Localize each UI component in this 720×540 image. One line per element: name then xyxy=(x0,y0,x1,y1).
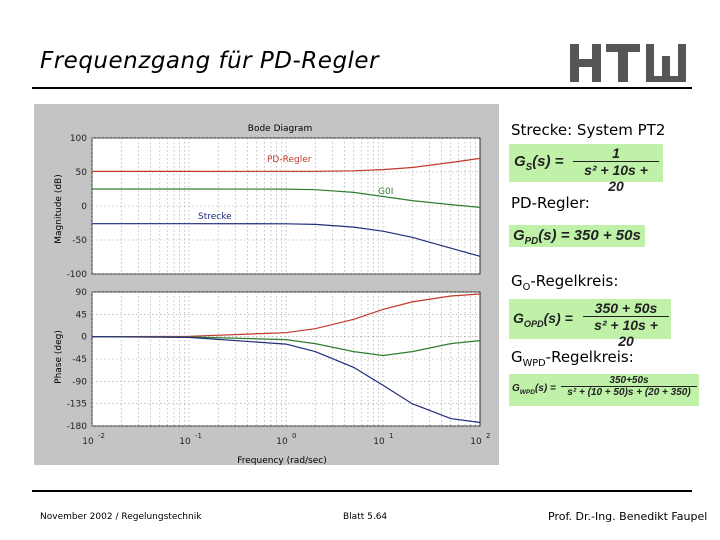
gpd-formula: GPD(s) = 350 + 50s xyxy=(509,225,645,247)
x-tick-exponent: -1 xyxy=(195,432,202,440)
phase-tick-label: 45 xyxy=(76,310,87,320)
footer-rule xyxy=(32,490,692,492)
gw-sub: WPD xyxy=(519,389,535,396)
strecke-annotation: Strecke xyxy=(198,212,232,222)
x-tick-exponent: 0 xyxy=(292,432,296,440)
gpd-sub: PD xyxy=(524,236,539,247)
phase-series-g0i xyxy=(91,336,481,357)
x-axis-label: Frequency (rad/sec) xyxy=(237,456,327,465)
mag-tick-label: 50 xyxy=(76,168,88,178)
gw-arg: (s) = xyxy=(534,383,556,394)
x-tick-exponent: 2 xyxy=(486,432,490,440)
phase-series-strecke xyxy=(91,336,481,424)
go-sub: OPD xyxy=(523,318,544,329)
gpd-lhs: G xyxy=(513,227,525,244)
mag-tick-label: 0 xyxy=(81,202,87,212)
x-tick-exponent: 1 xyxy=(389,432,393,440)
phase-series-pd-regler xyxy=(91,293,481,338)
gw-numerator: 350+50s xyxy=(561,375,697,387)
footer-left: November 2002 / Regelungstechnik xyxy=(40,512,202,522)
header-rule xyxy=(32,87,692,89)
phase-tick-label: -135 xyxy=(67,400,87,410)
footer-center: Blatt 5.64 xyxy=(343,512,388,522)
go-regelkreis-title: GO-Regelkreis: xyxy=(511,272,618,293)
go-numerator: 350 + 50s xyxy=(583,300,669,317)
gw-title-rest: -Regelkreis: xyxy=(545,348,634,366)
phase-tick-label: -90 xyxy=(72,377,87,387)
gs-sub: S xyxy=(525,162,533,173)
gw-title-sub: WPD xyxy=(522,358,546,369)
gs-lhs: G xyxy=(514,153,526,170)
mag-series-strecke xyxy=(92,223,481,257)
phase-tick-label: 0 xyxy=(81,333,87,343)
strecke-title: Strecke: System PT2 xyxy=(511,121,666,139)
bode-title: Bode Diagram xyxy=(248,124,312,134)
x-tick-label: 10 xyxy=(82,437,94,447)
x-tick-label: 10 xyxy=(373,437,385,447)
footer-right: Prof. Dr.-Ing. Benedikt Faupel xyxy=(548,510,708,523)
go-lhs: G xyxy=(513,310,524,326)
go-title-main: G xyxy=(511,272,523,290)
gpd-rhs: (s) = 350 + 50s xyxy=(538,227,641,244)
gs-arg: (s) = xyxy=(532,153,564,170)
x-tick-label: 10 xyxy=(276,437,288,447)
x-tick-label: 10 xyxy=(179,437,191,447)
bode-plot: Bode Diagram Magnitude (dB) Phase (deg) … xyxy=(54,124,490,465)
htw-logo xyxy=(570,42,692,88)
gs-numerator: 1 xyxy=(573,145,659,162)
mag-series-g0i xyxy=(92,188,481,208)
pd-regler-title: PD-Regler: xyxy=(511,194,590,212)
gs-formula: GS(s) = 1 s² + 10s + 20 xyxy=(509,144,663,194)
go-title-sub: O xyxy=(522,282,531,293)
phase-ylabel: Phase (deg) xyxy=(54,330,64,384)
mag-tick-label: -50 xyxy=(72,236,87,246)
g0i-annotation: G0I xyxy=(378,187,393,197)
mag-series-pd-regler xyxy=(92,157,481,173)
mag-tick-label: 100 xyxy=(70,134,87,144)
go-title-rest: -Regelkreis: xyxy=(530,272,619,290)
phase-tick-label: 90 xyxy=(76,288,88,298)
phase-tick-label: -45 xyxy=(72,355,87,365)
go-arg: (s) = xyxy=(543,310,573,326)
mag-tick-label: -100 xyxy=(67,270,88,280)
mag-ylabel: Magnitude (dB) xyxy=(54,174,64,243)
x-tick-exponent: -2 xyxy=(98,432,105,440)
go-denominator: s² + 10s + 20 xyxy=(594,317,658,349)
gw-lhs: G xyxy=(512,383,520,394)
bode-figure: Bode Diagram Magnitude (dB) Phase (deg) … xyxy=(34,104,499,465)
pd-regler-annotation: PD-Regler xyxy=(267,155,312,165)
x-tick-label: 10 xyxy=(470,437,482,447)
slide-title: Frequenzgang für PD-Regler xyxy=(40,48,380,74)
gw-title-main: G xyxy=(511,348,523,366)
go-formula: GOPD(s) = 350 + 50s s² + 10s + 20 xyxy=(509,299,671,349)
phase-tick-label: -180 xyxy=(67,422,88,432)
gwpd-formula: GWPD(s) = 350+50s s² + (10 + 50)s + (20 … xyxy=(509,374,699,406)
gw-denominator: s² + (10 + 50)s + (20 + 350) xyxy=(567,387,691,398)
gwpd-regelkreis-title: GWPD-Regelkreis: xyxy=(511,348,634,369)
gs-denominator: s² + 10s + 20 xyxy=(584,162,648,194)
